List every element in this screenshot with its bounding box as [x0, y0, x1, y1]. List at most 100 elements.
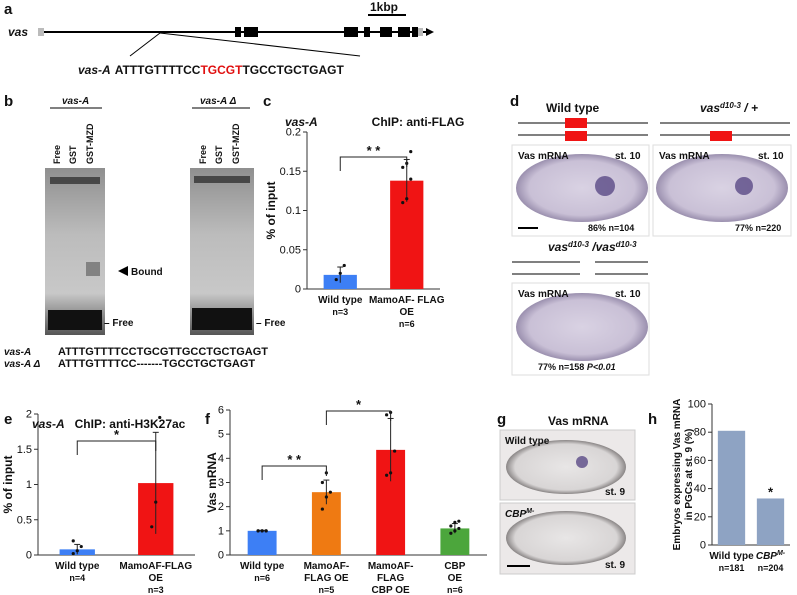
genotype: vasd10-3 / + — [700, 101, 758, 115]
lane-label: Free — [198, 145, 208, 164]
stage-label: st. 10 — [758, 151, 784, 162]
y-tick-label: 0 — [295, 284, 301, 296]
chart-title: ChIP: anti-FLAG — [372, 115, 465, 129]
data-point — [264, 529, 268, 533]
free-label: – Free — [104, 318, 134, 329]
sequence: ATTTGTTTTCCTGCGTTGCCTGCTGAGT — [58, 346, 268, 358]
superscript: M- — [777, 550, 786, 557]
y-tick-label: 100 — [688, 399, 706, 411]
x-tick-label: MamoAF- — [368, 561, 414, 572]
count-label: 86% n=104 — [588, 223, 634, 233]
y-tick-label: 6 — [218, 405, 224, 417]
y-axis-label: Vas mRNA — [205, 452, 219, 513]
data-point — [453, 529, 457, 533]
data-point — [453, 520, 457, 524]
sequence: ATTTGTTTTCC-------TGCCTGCTGAGT — [58, 358, 255, 370]
data-point — [75, 549, 79, 553]
emsa: vas-A vas-A Δ Free GST GST-MZD Free GST … — [4, 96, 286, 370]
x-tick-label: MamoAF- FLAG — [369, 295, 445, 306]
stage-label: st. 10 — [615, 289, 641, 300]
x-tick-label: OE — [400, 307, 415, 318]
y-axis-label: in PGCs at st. 9 (%) — [684, 429, 695, 521]
lane-label: GST — [214, 145, 224, 164]
n-label: n=3 — [148, 585, 164, 595]
n-label: n=181 — [719, 563, 745, 573]
data-point — [260, 529, 264, 533]
data-point — [389, 471, 393, 475]
genotype: vasd10-3 /vasd10-3 — [548, 240, 637, 254]
allele: M- — [526, 508, 535, 515]
y-axis-label: Embryos expressing Vas mRNA — [672, 399, 683, 551]
stage-label: st. 9 — [605, 487, 625, 498]
y-tick-label: 20 — [694, 511, 706, 523]
y-tick-label: 0.5 — [17, 514, 32, 526]
significance: * * — [287, 452, 302, 467]
scale-label: 1kbp — [370, 0, 398, 14]
data-point — [457, 519, 461, 523]
data-point — [158, 415, 162, 420]
data-point — [449, 531, 453, 535]
data-point — [405, 197, 409, 201]
stage-label: st. 9 — [605, 560, 625, 571]
y-tick-label: 1.5 — [17, 444, 32, 456]
x-tick-label: CBPM- — [756, 550, 786, 562]
count-label: 77% n=220 — [735, 223, 781, 233]
panel-label: h — [648, 411, 657, 428]
chart-subtitle: vas-A — [285, 115, 318, 129]
lane-label: Free — [52, 145, 62, 164]
data-point — [154, 500, 158, 504]
y-tick-label: 5 — [218, 429, 224, 441]
sequence-name: vas-A Δ — [4, 359, 41, 370]
bar — [247, 530, 277, 555]
data-point — [150, 525, 154, 529]
panel-label: b — [4, 93, 13, 110]
n-label: n=6 — [447, 585, 463, 595]
bar — [756, 498, 785, 545]
count: 77% n=158 — [538, 362, 584, 372]
x-tick-label: CBP OE — [372, 585, 410, 595]
n-label: n=5 — [318, 585, 334, 595]
data-point — [320, 480, 324, 485]
x-tick-label: Wild type — [240, 561, 285, 572]
gene-map: vas 1kbp vas-A ATTTGTTTTCCTGCGTTGCCTGCTGA… — [8, 0, 434, 77]
data-point — [385, 413, 389, 417]
data-point — [328, 490, 332, 494]
gene: vas — [700, 101, 720, 115]
y-tick-label: 0.15 — [280, 166, 301, 178]
significance-bracket — [339, 156, 408, 171]
x-tick-label: Wild type — [709, 551, 754, 562]
y-tick-label: 2 — [26, 409, 32, 421]
panel-label: g — [497, 411, 506, 428]
x-tick-label: OE — [448, 573, 463, 584]
data-point — [256, 529, 260, 533]
y-tick-label: 0 — [218, 550, 224, 562]
y-tick-label: 0 — [26, 550, 32, 562]
bar-chart: 0 20 40 60 80 100 Embryos expressing Vas mRNA i… — [672, 399, 790, 573]
significance: * — [356, 397, 362, 412]
y-tick-label: 0.1 — [286, 205, 301, 217]
x-tick-label: CBP — [444, 561, 465, 572]
y-axis-label: % of input — [264, 182, 278, 240]
significance-bracket — [76, 440, 157, 455]
gene: vas — [548, 240, 568, 254]
x-tick-label: MamoAF-FLAG — [119, 561, 192, 572]
sequence-name: vas-A — [4, 347, 31, 358]
y-tick-label: 0 — [700, 540, 706, 552]
y-tick-label: 40 — [694, 483, 706, 495]
y-tick-label: 60 — [694, 455, 706, 467]
probe-label: Vas mRNA — [659, 151, 710, 162]
sequence-name: vas-A — [78, 63, 111, 77]
genotype: Wild type — [546, 101, 600, 115]
data-point — [324, 495, 328, 499]
data-point — [457, 526, 461, 531]
gene: CBP — [505, 509, 526, 520]
allele: d10-3 — [720, 101, 741, 110]
probe-label: Vas mRNA — [518, 289, 569, 300]
data-point — [393, 449, 397, 453]
data-point — [385, 473, 389, 477]
chart-title: ChIP: anti-H3K27ac — [75, 417, 186, 431]
data-point — [79, 544, 83, 549]
y-tick-label: 2 — [218, 501, 224, 513]
